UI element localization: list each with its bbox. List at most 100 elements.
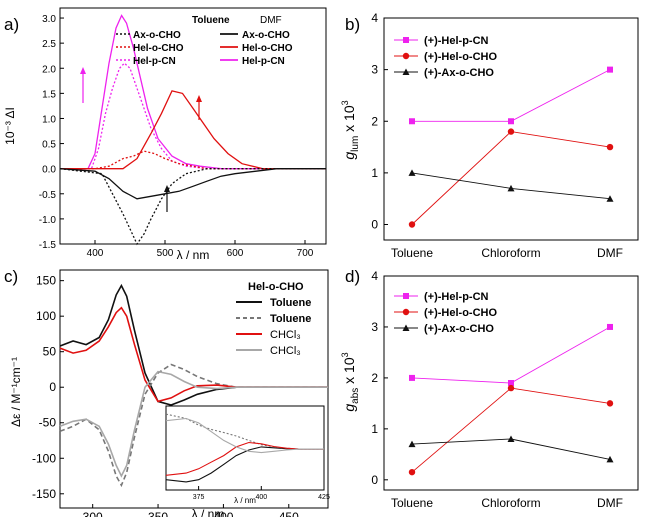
series-line-toluene: [165, 413, 324, 450]
legend-ax-o-cho: (+)-Ax-o-CHO: [424, 67, 494, 79]
x-tick-label: 450: [279, 510, 299, 517]
legend-tol-ax: Ax-o-CHO: [133, 30, 181, 41]
legend-ax-o-cho: (+)-Ax-o-CHO: [424, 323, 494, 335]
marker-hel-p-cn: [409, 374, 415, 381]
arrowhead-red: [196, 95, 202, 102]
x-tick-label: 400: [87, 248, 104, 259]
x-category-label: Chloroform: [481, 246, 540, 260]
panel-b-axes: 0 1 2 3 4 Toluene Chloroform DMF: [371, 11, 623, 260]
marker-hel-o-cho: [408, 468, 416, 476]
x-category-label: DMF: [597, 246, 623, 260]
panel-d-ylabel-tail: x 10: [341, 357, 357, 388]
y-tick-label: 0: [371, 473, 378, 487]
y-tick-label: -0.5: [39, 190, 57, 201]
y-tick-label: 1.0: [42, 114, 56, 125]
y-tick-label: 150: [36, 274, 56, 288]
panel-d-ylabel-main: g: [341, 404, 357, 412]
panel-a-axes: 400 500 600 700 -1.5 -1.0 -0.5 0.0 0.5 1.0 1.5 2.0 2…: [39, 14, 314, 259]
panel-a-frame: [59, 7, 327, 245]
marker-hel-o-cho: [606, 143, 614, 151]
panel-c-inset: 375 400 425 λ / nm: [165, 405, 330, 505]
x-category-label: Toluene: [391, 496, 433, 510]
marker-ax-o-cho: [408, 169, 416, 176]
x-tick-label: 700: [297, 248, 314, 259]
y-tick-label: 2: [371, 114, 378, 128]
panel-a: a) 400 500 600 700 -1.5 -1.0 -0.5 0.0 0.5 1.0 1.5 2…: [3, 7, 327, 262]
marker-ax-o-cho: [606, 195, 614, 202]
legend-c-chcl3-gray: CHCl₃: [270, 345, 301, 357]
y-tick-label: -50: [39, 416, 57, 430]
x-category-label: Toluene: [391, 246, 433, 260]
marker-hel-o-cho: [507, 128, 515, 135]
marker-ax-o-cho: [408, 440, 416, 448]
series-line-hel-p-cn-dmf: [60, 14, 326, 170]
series-line-hel-p-cn: [411, 326, 611, 384]
marker-ax-o-cho: [507, 435, 515, 443]
legend-hel-p-cn: (+)-Hel-p-CN: [424, 291, 489, 303]
panel-b-frame: [383, 17, 639, 241]
x-tick-label: 400: [213, 510, 233, 517]
y-tick-label: -150: [32, 487, 56, 501]
panel-b-ylabel: glum x 103: [340, 100, 361, 159]
legend-c-tol-solid: Toluene: [270, 297, 311, 309]
panel-a-ylabel: 10⁻³ ΔI: [3, 107, 17, 145]
x-tick-label: 300: [83, 510, 103, 517]
x-tick-label: 500: [157, 248, 174, 259]
series-line-hel-p-cn-toluene: [60, 62, 326, 170]
panel-b-ylabel-tail: x 10: [341, 105, 357, 136]
legend-c-tol-dash: Toluene: [270, 313, 311, 325]
legend-marker-hel-p-cn: [403, 37, 409, 43]
panel-a-xlabel: λ / nm: [177, 248, 210, 262]
series-line-toluene: [59, 363, 328, 488]
panel-b-legend: (+)-Hel-p-CN (+)-Hel-o-CHO (+)-Ax-o-CHO: [394, 35, 497, 79]
legend-dmf-ax: Ax-o-CHO: [242, 30, 290, 41]
panel-d-axes: 0 1 2 3 4 Toluene Chloroform DMF: [371, 269, 623, 510]
marker-hel-o-cho: [408, 221, 416, 228]
y-tick-label: 3: [371, 320, 378, 334]
marker-hel-p-cn: [607, 66, 613, 73]
x-category-label: Chloroform: [481, 496, 540, 510]
marker-hel-o-cho: [606, 400, 614, 407]
series-line-hel-o-cho-dmf: [60, 90, 326, 170]
y-tick-label: 3.0: [42, 14, 56, 25]
inset-frame: [165, 405, 325, 491]
legend-c-chcl3-red: CHCl₃: [270, 329, 301, 341]
x-tick-label: 375: [193, 494, 205, 501]
y-tick-label: 4: [371, 11, 378, 25]
marker-hel-p-cn: [508, 380, 514, 386]
y-tick-label: 2: [371, 371, 378, 385]
legend-title-helo: Hel-o-CHO: [248, 281, 304, 293]
marker-ax-o-cho: [507, 184, 515, 192]
series-line-ax-o-cho-toluene: [59, 168, 326, 246]
series-line-ax-o-cho-dmf: [59, 168, 326, 200]
x-tick-label: 425: [318, 494, 330, 501]
panel-c-xlabel: λ / nm: [192, 507, 225, 517]
panel-a-arrows: [80, 67, 202, 212]
y-tick-label: 50: [43, 345, 57, 359]
y-tick-label: 100: [36, 309, 56, 323]
legend-hel-o-cho: (+)-Hel-o-CHO: [424, 51, 497, 63]
y-tick-label: -1.5: [39, 240, 57, 251]
legend-marker-hel-o-cho: [402, 52, 410, 60]
marker-hel-p-cn: [409, 118, 415, 125]
panel-b-ylabel-sub: lum: [350, 136, 361, 152]
inset-plot: [165, 413, 324, 483]
y-tick-label: 2.5: [42, 39, 56, 50]
panel-d-legend: (+)-Hel-p-CN (+)-Hel-o-CHO (+)-Ax-o-CHO: [394, 291, 497, 335]
panel-b-label: b): [345, 15, 360, 34]
panel-a-plot: [59, 14, 326, 246]
marker-ax-o-cho: [606, 455, 614, 463]
panel-b-ylabel-exp: 3: [340, 100, 350, 105]
panel-c-frame: [59, 269, 329, 509]
y-tick-label: -100: [32, 451, 56, 465]
legend-marker-ax-o-cho: [402, 68, 410, 75]
arrowhead-black: [164, 185, 170, 192]
legend-dmf-help: Hel-p-CN: [242, 56, 285, 67]
y-tick-label: 1: [371, 422, 378, 436]
x-tick-label: 400: [255, 494, 267, 501]
panel-c-axes: 300 350 400 450 -150 -100 -50 0 50 100 150: [32, 274, 299, 517]
y-tick-label: 0: [49, 380, 56, 394]
legend-tol-help: Hel-p-CN: [133, 56, 176, 67]
legend-head-dmf: DMF: [260, 15, 282, 26]
legend-marker-hel-o-cho: [402, 308, 410, 316]
